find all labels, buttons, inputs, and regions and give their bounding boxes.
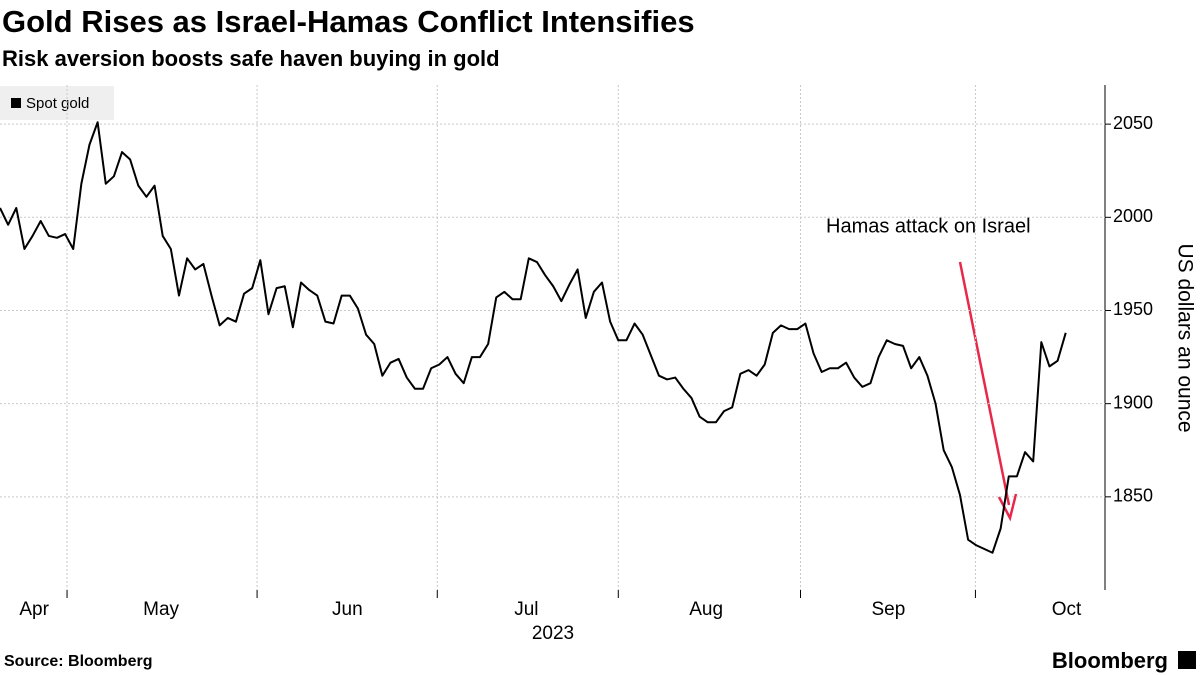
chart-subtitle: Risk aversion boosts safe haven buying i… [2,46,500,71]
brand: Bloomberg [1052,648,1168,673]
annotation: Hamas attack on Israel [826,215,1031,237]
annotation-arrow [958,261,1011,506]
legend-label: Spot gold [26,95,89,112]
x-tick-label: Jul [514,599,538,620]
y-tick-label: 2000 [1113,206,1153,226]
y-tick-label: 1950 [1113,299,1153,319]
x-tick-label: Aug [689,599,723,620]
x-tick-label: May [143,599,179,620]
source: Source: Bloomberg [4,653,152,670]
annotation-arrowhead [997,493,1018,522]
chart-title: Gold Rises as Israel-Hamas Conflict Inte… [2,4,695,39]
x-tick-label: Apr [19,599,49,620]
x-tick-label: Jun [332,599,363,620]
y-tick-label: 1850 [1113,486,1153,506]
x-tick-label: Oct [1052,599,1082,620]
x-axis-year: 2023 [532,623,574,644]
x-tick-label: Sep [871,599,905,620]
y-tick-label: 2050 [1113,113,1153,133]
brand-icon [1178,651,1196,669]
y-axis-title: US dollars an ounce [1173,243,1196,432]
series-line [0,121,1067,554]
legend-swatch [11,98,21,108]
y-tick-label: 1900 [1113,392,1153,412]
